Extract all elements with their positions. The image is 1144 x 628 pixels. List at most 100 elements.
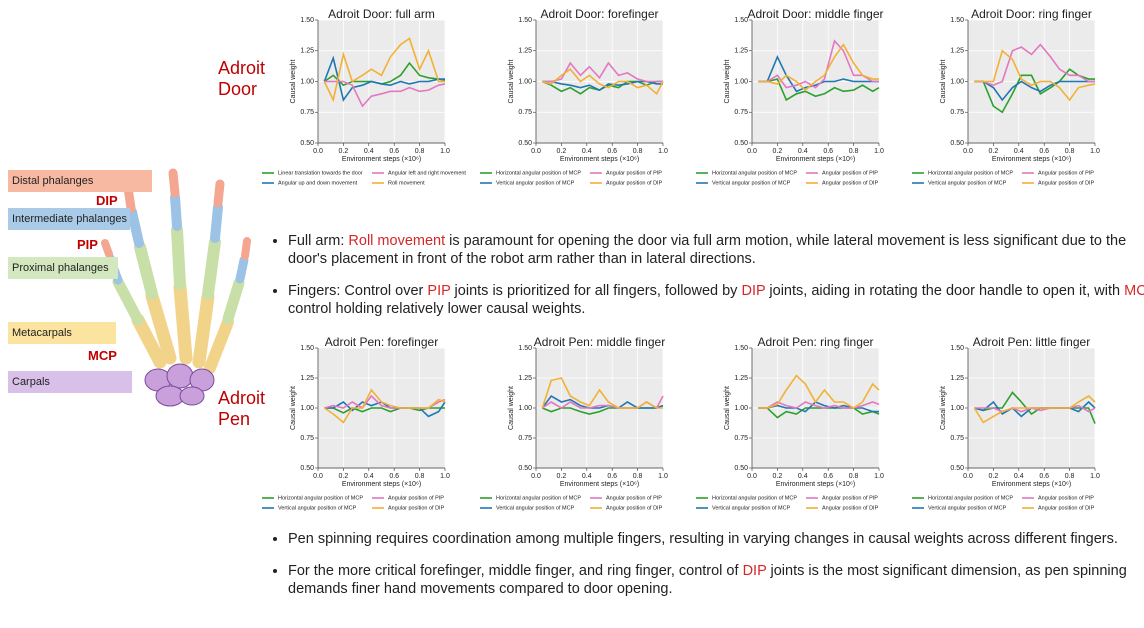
y-axis-label: Causal weight: [724, 386, 731, 430]
hand-illustration: [101, 168, 251, 407]
y-tick-label: 0.75: [518, 109, 532, 116]
carpal: [166, 363, 194, 389]
legend-label: Angular position of PIP: [1038, 170, 1094, 176]
bullet-text: Roll movement: [348, 233, 446, 249]
y-tick-label: 0.50: [300, 465, 314, 472]
legend-label: Angular position of DIP: [1038, 180, 1095, 186]
series-line: [758, 39, 879, 89]
legend-label: Horizontal angular position of MCP: [496, 495, 581, 501]
x-tick-label: 0.2: [989, 148, 999, 155]
legend-label: Horizontal angular position of MCP: [712, 170, 797, 176]
hand-bone: [222, 277, 245, 325]
y-tick-label: 1.50: [734, 345, 748, 352]
hand-bone: [171, 224, 186, 290]
x-axis-label: Environment steps (×10⁶): [992, 156, 1071, 163]
series-line: [973, 395, 1096, 424]
y-axis-label: Causal weight: [724, 59, 731, 103]
legend-label: Angular left and right movement: [388, 170, 466, 176]
y-tick-label: 1.00: [300, 78, 314, 85]
legend-label: Vertical angular position of MCP: [928, 505, 1007, 511]
hand-bone: [235, 255, 249, 284]
bullet-text: For the more critical forefinger, middle…: [288, 563, 743, 579]
chart: 0.50 0.75 1.00 1.25 1.50 0.0 0.2 0.4 0.6 0.8 1.0 Ad…: [480, 7, 668, 186]
y-axis-label: Causal weight: [290, 386, 297, 430]
legend-label: Vertical angular position of MCP: [712, 180, 791, 186]
y-tick-label: 1.25: [734, 375, 748, 382]
x-tick-label: 0.6: [823, 473, 833, 480]
y-tick-label: 1.50: [300, 17, 314, 24]
x-axis-label: Environment steps (×10⁶): [342, 156, 421, 163]
x-tick-label: 0.8: [633, 148, 643, 155]
y-tick-label: 1.00: [950, 405, 964, 412]
x-tick-label: 1.0: [1090, 148, 1100, 155]
legend-label: Angular position of DIP: [388, 505, 445, 511]
y-tick-label: 1.25: [300, 375, 314, 382]
y-tick-label: 0.50: [950, 465, 964, 472]
legend-label: Angular position of PIP: [606, 170, 662, 176]
series-line: [758, 401, 879, 413]
bullet-text: is paramount for opening the door via fu…: [288, 233, 1127, 267]
y-tick-label: 1.50: [950, 17, 964, 24]
x-tick-label: 1.0: [440, 473, 450, 480]
series-line: [758, 374, 880, 409]
chart: 0.50 0.75 1.00 1.25 1.50 0.0 0.2 0.4 0.6 0.8 1.0 Ad…: [912, 335, 1100, 511]
x-tick-label: 1.0: [1090, 473, 1100, 480]
y-tick-label: 0.50: [734, 140, 748, 147]
y-axis-label: Causal weight: [508, 59, 515, 103]
x-tick-label: 0.0: [313, 148, 323, 155]
x-tick-label: 1.0: [874, 148, 884, 155]
legend-label: Horizontal angular position of MCP: [712, 495, 797, 501]
joint-label: MCP: [88, 348, 117, 363]
y-tick-label: 1.25: [300, 48, 314, 55]
y-tick-label: 1.00: [300, 405, 314, 412]
hand-label: Intermediate phalanges: [8, 208, 130, 230]
x-tick-label: 0.8: [415, 148, 425, 155]
chart-title: Adroit Pen: little finger: [973, 335, 1090, 349]
x-tick-label: 0.4: [582, 473, 592, 480]
legend-label: Angular position of DIP: [822, 505, 879, 511]
legend-label: Vertical angular position of MCP: [496, 505, 575, 511]
x-axis-label: Environment steps (×10⁶): [560, 481, 639, 488]
series-line: [541, 394, 664, 409]
joint-label: DIP: [96, 193, 118, 208]
series-line: [323, 37, 445, 103]
chart-title: Adroit Pen: middle finger: [534, 335, 665, 349]
hand-label: Proximal phalanges: [8, 257, 118, 279]
x-tick-label: 0.4: [582, 148, 592, 155]
chart-title: Adroit Door: middle finger: [747, 7, 883, 21]
x-tick-label: 1.0: [874, 473, 884, 480]
y-tick-label: 1.50: [518, 345, 532, 352]
y-axis-label: Causal weight: [940, 59, 947, 103]
legend-label: Angular position of PIP: [822, 495, 878, 501]
x-tick-label: 0.6: [389, 473, 399, 480]
chart-title: Adroit Pen: forefinger: [325, 335, 438, 349]
hand-bone: [210, 202, 223, 243]
carpal: [179, 386, 205, 406]
chart-title: Adroit Pen: ring finger: [757, 335, 873, 349]
legend-label: Angular position of DIP: [606, 180, 663, 186]
y-tick-label: 0.75: [950, 435, 964, 442]
x-tick-label: 0.4: [364, 473, 374, 480]
x-tick-label: 0.4: [1014, 473, 1024, 480]
legend-label: Vertical angular position of MCP: [712, 505, 791, 511]
y-tick-label: 1.50: [518, 17, 532, 24]
bullet-text: DIP: [741, 283, 766, 299]
bullet-text: joints, aiding in rotating the door hand…: [765, 283, 1125, 299]
hand-bone: [173, 280, 193, 365]
legend-label: Angular position of DIP: [606, 505, 663, 511]
y-tick-label: 1.25: [950, 48, 964, 55]
x-tick-label: 0.2: [557, 473, 567, 480]
y-tick-label: 0.75: [950, 109, 964, 116]
series-line: [323, 55, 445, 102]
hand-bone: [170, 192, 182, 231]
x-axis-label: Environment steps (×10⁶): [560, 156, 639, 163]
x-tick-label: 1.0: [658, 473, 668, 480]
legend-label: Angular position of PIP: [1038, 495, 1094, 501]
hand-label: Distal phalanges: [8, 170, 152, 192]
y-tick-label: 0.75: [518, 435, 532, 442]
y-tick-label: 1.25: [518, 375, 532, 382]
y-axis-label: Causal weight: [290, 59, 297, 103]
x-tick-label: 0.8: [1065, 473, 1075, 480]
legend-label: Angular position of PIP: [606, 495, 662, 501]
series-line: [758, 43, 879, 92]
